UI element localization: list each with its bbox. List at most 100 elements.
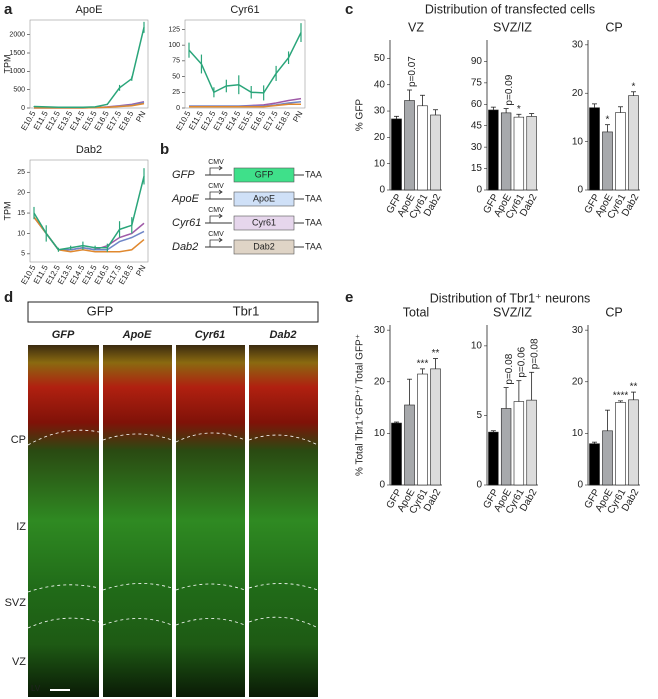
column-label: ApoE xyxy=(122,329,152,341)
bar xyxy=(589,443,600,486)
y-tick-label: 90 xyxy=(471,56,483,67)
plot-frame xyxy=(29,19,149,109)
micrograph xyxy=(249,345,318,697)
y-tick-label: 10 xyxy=(572,428,584,439)
bar xyxy=(615,402,626,486)
series-line xyxy=(33,176,145,251)
column-label: GFP xyxy=(52,329,75,341)
bar xyxy=(488,109,499,191)
significance-label: p=0.07 xyxy=(407,56,418,87)
y-tick-label: 125 xyxy=(168,26,180,33)
gene-label: Cyr61 xyxy=(252,217,276,227)
y-tick-label: 0 xyxy=(379,480,385,491)
y-tick-label: 10 xyxy=(17,230,25,237)
plot-frame xyxy=(29,159,149,263)
x-tick-label: PN xyxy=(291,109,304,123)
panel-label: b xyxy=(160,141,169,158)
significance-label: ** xyxy=(432,348,440,359)
y-tick-label: 20 xyxy=(572,88,584,99)
terminator-label: TAA xyxy=(305,169,322,179)
micrograph xyxy=(176,345,245,697)
promoter-arrow xyxy=(209,189,223,199)
y-tick-label: 0 xyxy=(476,480,482,491)
y-tick-label: 20 xyxy=(17,189,25,196)
micrographs xyxy=(27,345,319,697)
significance-label: p=0.08 xyxy=(504,353,515,384)
y-tick-label: 1500 xyxy=(9,50,25,57)
micrograph xyxy=(28,345,99,697)
series-line xyxy=(33,216,145,251)
series-line xyxy=(188,32,302,94)
chart-title: Total xyxy=(403,305,429,319)
y-tick-label: 10 xyxy=(471,341,483,352)
y-tick-label: 30 xyxy=(374,106,386,117)
y-tick-label: 20 xyxy=(374,132,386,143)
y-tick-label: 50 xyxy=(172,73,180,80)
y-tick-label: 0 xyxy=(476,185,482,196)
series-line xyxy=(33,216,145,251)
y-tick-label: 15 xyxy=(471,163,483,174)
significance-label: * xyxy=(632,81,636,92)
terminator-label: TAA xyxy=(305,241,322,251)
y-axis-label: % GFP xyxy=(355,99,366,132)
significance-label: ** xyxy=(630,382,638,393)
y-tick-label: 10 xyxy=(374,158,386,169)
y-tick-label: 60 xyxy=(471,99,483,110)
y-tick-label: 50 xyxy=(374,53,386,64)
bar xyxy=(430,368,441,486)
significance-label: *** xyxy=(417,359,429,370)
bar xyxy=(488,431,499,486)
bar xyxy=(417,105,428,191)
bar xyxy=(526,116,537,191)
series-line xyxy=(189,103,301,108)
layer-boundaries xyxy=(27,429,319,629)
bar xyxy=(500,408,512,486)
y-tick-label: 15 xyxy=(17,210,25,217)
panel-label: a xyxy=(4,1,13,18)
y-tick-label: 20 xyxy=(374,376,386,387)
chart-title: VZ xyxy=(408,20,424,34)
y-tick-label: 30 xyxy=(471,142,483,153)
bar xyxy=(628,95,639,191)
bar xyxy=(589,107,600,191)
layer-label: IZ xyxy=(16,521,26,533)
promoter-label: CMV xyxy=(208,207,224,214)
significance-label: p=0.09 xyxy=(504,74,515,105)
construct-name: Cyr61 xyxy=(172,217,201,229)
y-tick-label: 25 xyxy=(17,169,25,176)
y-tick-label: 30 xyxy=(572,39,584,50)
y-tick-label: 40 xyxy=(374,79,386,90)
construct-name: GFP xyxy=(172,169,195,181)
y-axis-label: % Total Tbr1⁺GFP⁺/ Total GFP⁺ xyxy=(355,334,366,476)
x-tick-label: PN xyxy=(134,109,147,123)
y-tick-label: 0 xyxy=(379,185,385,196)
y-tick-label: 10 xyxy=(572,136,584,147)
significance-label: p=0.08 xyxy=(529,338,540,369)
significance-label: * xyxy=(606,114,610,125)
gene-label: GFP xyxy=(255,169,274,179)
bar xyxy=(391,118,402,191)
y-tick-label: 45 xyxy=(471,120,483,131)
terminator-label: TAA xyxy=(305,217,322,227)
chart-title: Cyr61 xyxy=(230,4,259,16)
y-tick-label: 75 xyxy=(471,77,483,88)
gene-label: ApoE xyxy=(253,193,275,203)
bar xyxy=(500,112,512,191)
chart-title: SVZ/IZ xyxy=(493,305,532,319)
panel-label: d xyxy=(4,289,13,306)
significance-label: p=0.06 xyxy=(517,346,528,377)
promoter-label: CMV xyxy=(208,183,224,190)
column-label: Cyr61 xyxy=(195,329,226,341)
promoter-arrow xyxy=(209,165,223,175)
bar xyxy=(430,114,441,191)
significance-label: * xyxy=(517,104,521,115)
group-title: Distribution of transfected cells xyxy=(425,2,595,16)
y-tick-label: 10 xyxy=(374,428,386,439)
chart-title: SVZ/IZ xyxy=(493,20,532,34)
y-tick-label: 500 xyxy=(13,87,25,94)
y-tick-label: 75 xyxy=(172,58,180,65)
chart-title: Dab2 xyxy=(76,144,102,156)
x-tick-label: PN xyxy=(134,263,147,277)
y-tick-label: 100 xyxy=(168,42,180,49)
ventricle-label: LV xyxy=(31,684,41,693)
